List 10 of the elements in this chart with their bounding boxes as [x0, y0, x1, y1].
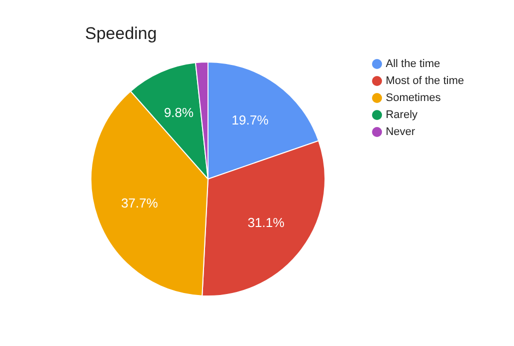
legend-label: Never — [386, 126, 416, 138]
chart-title: Speeding — [85, 24, 157, 44]
data-label: 19.7% — [232, 112, 269, 128]
data-label: 9.8% — [164, 105, 194, 120]
legend-label: Rarely — [386, 109, 418, 121]
legend-label: All the time — [386, 58, 440, 70]
data-label: 37.7% — [121, 195, 158, 210]
data-label: 31.1% — [248, 215, 285, 230]
legend-label: Most of the time — [386, 75, 464, 87]
legend-label: Sometimes — [386, 92, 441, 104]
